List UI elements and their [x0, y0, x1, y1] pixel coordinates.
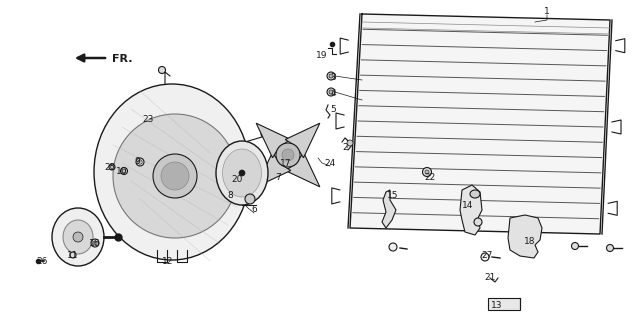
Circle shape — [474, 218, 482, 226]
Text: 19: 19 — [316, 51, 328, 59]
Ellipse shape — [52, 208, 104, 266]
Ellipse shape — [94, 84, 250, 260]
Circle shape — [389, 243, 397, 251]
Circle shape — [347, 140, 353, 146]
Text: 2: 2 — [342, 143, 348, 153]
Text: 3: 3 — [330, 73, 336, 82]
Text: 10: 10 — [116, 168, 128, 176]
Text: 22: 22 — [424, 174, 436, 183]
Circle shape — [109, 164, 115, 170]
Polygon shape — [508, 215, 542, 258]
Circle shape — [122, 169, 126, 173]
Circle shape — [234, 176, 239, 181]
Text: 12: 12 — [163, 258, 173, 266]
Circle shape — [110, 165, 114, 169]
Polygon shape — [256, 123, 291, 158]
Polygon shape — [350, 14, 610, 234]
Polygon shape — [382, 190, 396, 228]
Circle shape — [422, 168, 431, 176]
Polygon shape — [256, 152, 291, 187]
Text: 11: 11 — [67, 251, 79, 259]
Circle shape — [153, 154, 197, 198]
Circle shape — [232, 173, 242, 183]
Polygon shape — [460, 185, 482, 235]
Text: 21: 21 — [484, 273, 496, 282]
Text: 1: 1 — [544, 8, 550, 17]
Circle shape — [73, 232, 83, 242]
Text: 15: 15 — [387, 191, 399, 201]
Ellipse shape — [261, 130, 271, 138]
Circle shape — [91, 239, 99, 247]
Circle shape — [113, 114, 237, 238]
Circle shape — [329, 74, 333, 78]
Text: 17: 17 — [280, 158, 292, 168]
Circle shape — [161, 162, 189, 190]
Text: 18: 18 — [524, 238, 536, 246]
Text: 7: 7 — [275, 174, 281, 183]
Text: 27: 27 — [481, 252, 493, 260]
Text: 8: 8 — [227, 191, 233, 201]
Text: 16: 16 — [89, 238, 100, 247]
Circle shape — [481, 253, 489, 261]
Text: 24: 24 — [324, 158, 335, 168]
Text: 9: 9 — [134, 157, 140, 167]
Circle shape — [120, 168, 127, 175]
Ellipse shape — [216, 141, 268, 205]
Text: 20: 20 — [231, 175, 243, 183]
Text: 14: 14 — [462, 201, 474, 210]
Ellipse shape — [470, 190, 480, 198]
Text: 23: 23 — [142, 115, 154, 125]
Polygon shape — [488, 298, 520, 310]
Polygon shape — [285, 152, 320, 187]
Circle shape — [327, 88, 335, 96]
Circle shape — [607, 245, 614, 252]
Circle shape — [138, 160, 142, 164]
Circle shape — [245, 194, 255, 204]
Circle shape — [282, 149, 294, 161]
Ellipse shape — [63, 220, 93, 254]
Text: 5: 5 — [330, 106, 336, 114]
Circle shape — [327, 72, 335, 80]
Circle shape — [136, 158, 144, 166]
Polygon shape — [285, 123, 320, 158]
Circle shape — [572, 243, 579, 250]
Text: 4: 4 — [330, 88, 336, 98]
Circle shape — [239, 170, 245, 176]
Text: 13: 13 — [492, 301, 503, 309]
Circle shape — [329, 90, 333, 94]
Text: 6: 6 — [251, 205, 257, 215]
Text: 25: 25 — [104, 163, 116, 172]
Circle shape — [70, 252, 76, 258]
Circle shape — [159, 66, 166, 73]
Circle shape — [425, 170, 429, 174]
Text: FR.: FR. — [112, 54, 132, 64]
Circle shape — [93, 241, 97, 245]
Ellipse shape — [223, 149, 262, 197]
Circle shape — [276, 143, 300, 167]
Text: 26: 26 — [36, 258, 48, 266]
